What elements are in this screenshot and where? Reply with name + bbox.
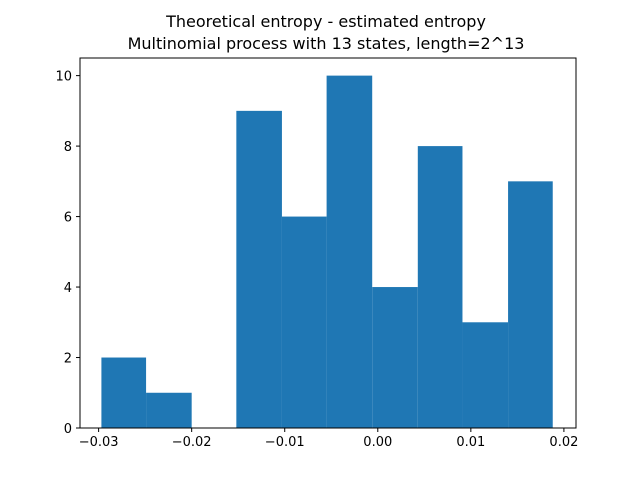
histogram-bar-1 [146, 392, 192, 428]
x-axis: −0.03 −0.02 −0.01 0.00 0.01 0.02 [79, 428, 578, 450]
x-tick-label-4: 0.01 [456, 435, 485, 450]
chart-title-line-2: Multinomial process with 13 states, leng… [128, 34, 525, 53]
y-axis: 0 2 4 6 8 10 [55, 70, 80, 437]
histogram-bars [101, 75, 553, 428]
x-tick-label-0: −0.03 [79, 435, 119, 450]
y-tick-label-2: 4 [64, 281, 72, 296]
y-tick-label-0: 0 [64, 422, 72, 437]
y-tick-label-4: 8 [64, 140, 72, 155]
histogram-bar-5 [326, 75, 373, 428]
histogram-bar-4 [281, 216, 327, 428]
x-tick-label-5: 0.02 [549, 435, 578, 450]
x-tick-label-3: 0.00 [363, 435, 392, 450]
histogram-bar-8 [462, 322, 509, 428]
histogram-bar-6 [372, 287, 418, 428]
chart-title-line-1: Theoretical entropy - estimated entropy [165, 12, 486, 31]
y-tick-label-5: 10 [55, 70, 72, 85]
x-tick-label-1: −0.02 [172, 435, 212, 450]
plot-area-frame [79, 57, 577, 429]
y-tick-label-3: 6 [64, 211, 72, 226]
histogram-bar-9 [508, 181, 553, 428]
histogram-bar-0 [101, 357, 147, 428]
y-tick-label-1: 2 [64, 352, 72, 367]
histogram-bar-3 [236, 110, 282, 428]
histogram-bar-7 [417, 146, 463, 428]
x-tick-label-2: −0.01 [265, 435, 305, 450]
